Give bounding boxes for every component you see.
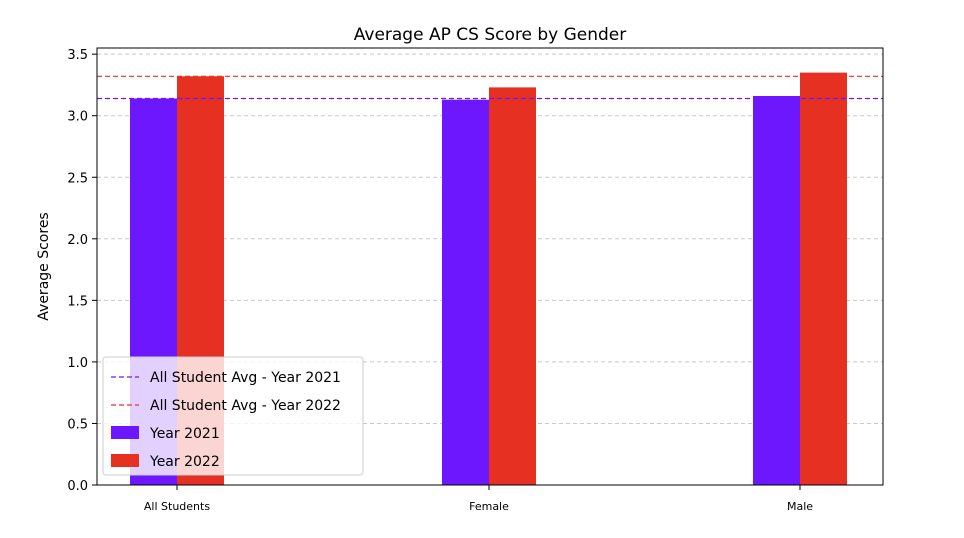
bar-year-2021-female — [442, 99, 489, 485]
y-tick-label: 3.0 — [67, 110, 88, 125]
legend-label: All Student Avg - Year 2021 — [150, 370, 341, 386]
legend-label: All Student Avg - Year 2022 — [150, 398, 341, 414]
legend-label: Year 2021 — [149, 426, 220, 442]
chart-title: Average AP CS Score by Gender — [354, 25, 626, 45]
y-tick-label: 0.5 — [67, 417, 88, 432]
legend-color-swatch — [111, 426, 139, 439]
y-axis-label: Average Scores — [36, 212, 52, 320]
x-tick-label: All Students — [144, 500, 210, 513]
y-tick-label: 3.5 — [67, 48, 88, 63]
y-tick-label: 2.0 — [67, 233, 88, 248]
y-tick-label: 1.5 — [67, 294, 88, 309]
reference-lines — [97, 75, 883, 100]
x-axis-ticks: All Students Female Male — [144, 485, 813, 513]
plot-area-frame — [96, 47, 884, 486]
y-tick-label: 1.0 — [67, 356, 88, 371]
x-tick-label: Female — [469, 500, 509, 513]
legend-color-swatch — [111, 454, 139, 467]
x-tick-label: Male — [787, 500, 813, 513]
legend-label: Year 2022 — [149, 454, 220, 470]
legend: All Student Avg - Year 2021 All Student A… — [102, 356, 364, 476]
bar-year-2021-male — [753, 96, 800, 485]
y-tick-label: 2.5 — [67, 171, 88, 186]
bar-year-2022-male — [800, 72, 847, 485]
legend-box — [102, 356, 364, 476]
y-axis-ticks: 0.0 0.5 1.0 1.5 2.0 2.5 3.0 3.5 — [67, 48, 97, 494]
bar-year-2022-female — [489, 87, 536, 486]
y-tick-label: 0.0 — [67, 479, 88, 494]
